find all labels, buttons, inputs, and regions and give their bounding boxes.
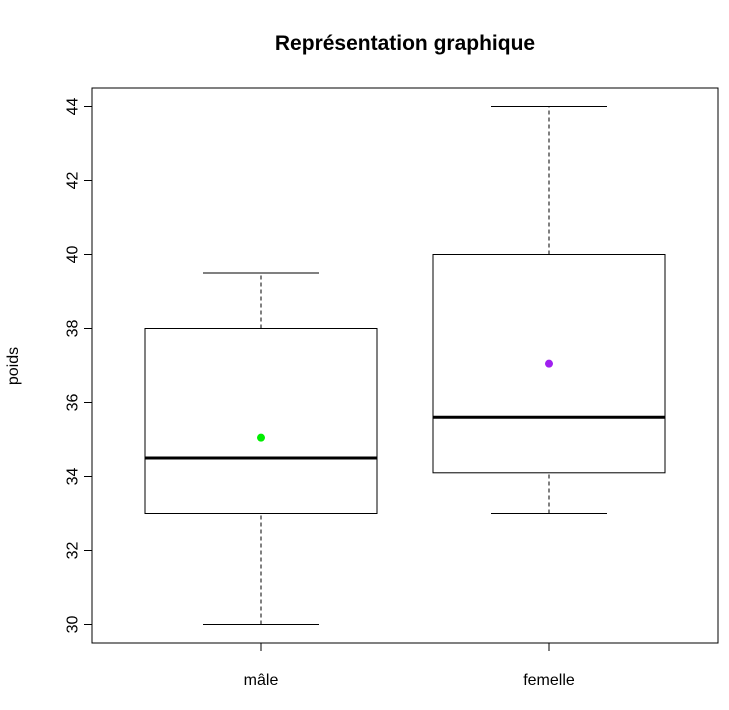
y-axis-label: poids xyxy=(5,347,22,385)
mean-point xyxy=(257,433,265,442)
y-tick-label: 40 xyxy=(65,246,82,264)
y-tick-label: 30 xyxy=(65,616,82,634)
box-2 xyxy=(432,106,666,514)
iqr-box xyxy=(144,328,378,514)
y-axis: 30 32 34 36 38 40 42 44 xyxy=(65,98,93,634)
mean-point xyxy=(545,359,553,368)
y-tick-label: 42 xyxy=(65,172,82,190)
x-tick-label: mâle xyxy=(244,672,279,689)
y-tick-label: 36 xyxy=(65,394,82,412)
box-1 xyxy=(144,272,378,625)
y-tick-label: 34 xyxy=(65,468,82,486)
y-tick-label: 44 xyxy=(65,98,82,116)
y-tick-label: 38 xyxy=(65,320,82,338)
y-tick-label: 32 xyxy=(65,542,82,560)
chart-title: Représentation graphique xyxy=(275,32,535,55)
x-axis: mâle femelle xyxy=(244,643,575,689)
boxes-layer xyxy=(144,106,666,625)
x-tick-label: femelle xyxy=(523,672,575,689)
